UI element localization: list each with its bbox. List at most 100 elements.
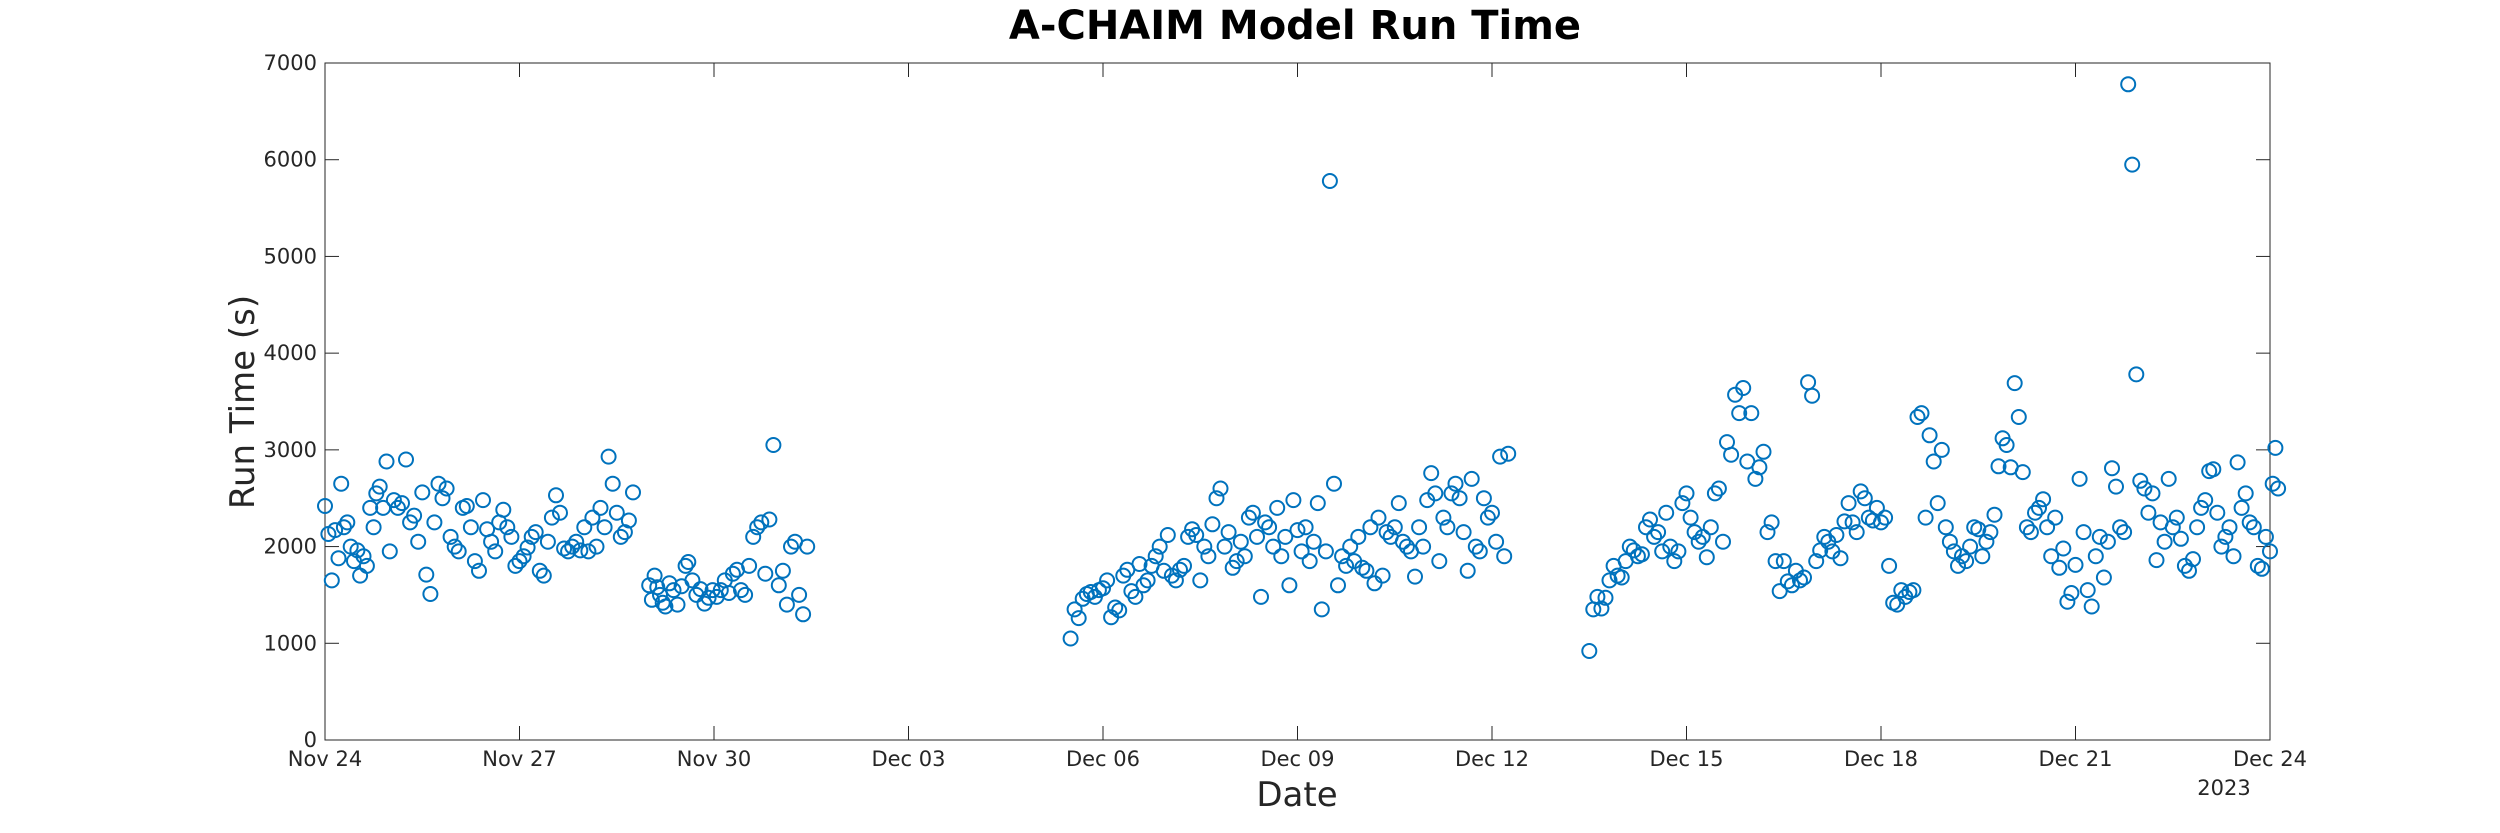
x-axis-label: Date — [1256, 775, 1337, 815]
data-point — [1488, 533, 1505, 550]
data-point — [1496, 548, 1513, 565]
data-point — [1808, 553, 1825, 570]
data-point — [1273, 548, 1290, 565]
data-point — [1447, 475, 1464, 492]
data-point — [1135, 577, 1152, 594]
x-tick-label: Dec 12 — [1455, 747, 1529, 771]
data-point — [584, 509, 601, 526]
data-point — [2168, 509, 2185, 526]
data-point — [1326, 475, 1342, 492]
data-point — [1601, 572, 1618, 589]
data-point — [1755, 443, 1772, 460]
data-point — [612, 528, 629, 545]
data-point — [745, 528, 762, 545]
data-point — [1236, 548, 1253, 565]
data-point — [1929, 495, 1946, 512]
data-point — [1633, 546, 1650, 563]
data-point — [2253, 560, 2270, 577]
data-point — [2124, 156, 2141, 173]
data-point — [2264, 475, 2281, 492]
data-point — [1484, 504, 1500, 521]
data-point — [1905, 582, 1922, 599]
y-tick-label: 2000 — [264, 535, 317, 559]
data-point — [1309, 495, 1326, 512]
data-point — [418, 566, 435, 583]
data-point — [1674, 495, 1691, 512]
data-point — [1228, 553, 1245, 570]
data-point — [654, 594, 671, 611]
x-tick-label: Dec 06 — [1066, 747, 1140, 771]
data-point — [1986, 506, 2003, 523]
data-point — [1240, 509, 1257, 526]
data-point — [2063, 585, 2080, 601]
data-point — [568, 533, 585, 550]
data-point — [1281, 577, 1298, 594]
data-point — [1204, 516, 1221, 533]
data-point — [1107, 599, 1124, 616]
data-point — [1321, 173, 1338, 189]
data-point — [1463, 470, 1480, 487]
data-point — [2136, 480, 2153, 497]
data-point — [515, 548, 532, 565]
data-point — [2022, 524, 2039, 541]
data-point — [1305, 533, 1322, 550]
data-point — [548, 487, 564, 504]
data-point — [1163, 567, 1180, 584]
data-point — [330, 550, 347, 567]
data-point — [362, 499, 379, 516]
data-point — [1167, 572, 1184, 589]
data-point — [1394, 533, 1411, 550]
data-point — [1646, 528, 1663, 545]
data-point — [1289, 522, 1306, 539]
data-point — [1941, 533, 1958, 550]
data-point — [572, 542, 589, 559]
data-point — [1147, 548, 1164, 565]
data-point — [2031, 499, 2047, 516]
data-point — [2067, 556, 2084, 573]
data-point — [761, 511, 778, 528]
data-point — [2237, 485, 2254, 502]
data-point — [1759, 524, 1776, 541]
data-point — [335, 519, 352, 536]
y-axis-label: Run Time (s) — [223, 295, 263, 509]
data-point — [398, 451, 414, 468]
data-point — [770, 577, 787, 594]
data-point — [1277, 528, 1294, 545]
data-point — [1715, 533, 1731, 550]
x-axis-secondary-label: 2023 — [2197, 776, 2250, 800]
data-point — [560, 543, 577, 560]
data-point — [2039, 519, 2056, 536]
data-point — [2055, 540, 2072, 557]
data-point — [1301, 553, 1318, 570]
x-tick-label: Nov 24 — [288, 747, 362, 771]
data-point — [1475, 490, 1492, 507]
data-point — [1670, 543, 1687, 560]
data-point — [2156, 533, 2173, 550]
data-point — [1832, 550, 1849, 567]
y-tick-label: 0 — [304, 728, 317, 752]
data-point — [381, 543, 398, 560]
data-point — [426, 514, 443, 531]
data-point — [385, 492, 402, 509]
data-point — [1390, 495, 1407, 512]
data-point — [741, 557, 758, 574]
data-point — [1159, 527, 1176, 543]
data-point — [1451, 490, 1468, 507]
y-tick-label: 4000 — [264, 341, 317, 365]
plot-frame — [324, 62, 2271, 741]
data-point — [1099, 572, 1116, 589]
data-point — [1702, 519, 1719, 536]
data-point — [592, 499, 609, 516]
data-point — [2027, 504, 2043, 521]
data-point — [1613, 569, 1630, 586]
data-point — [2018, 519, 2035, 536]
data-point — [1816, 528, 1833, 545]
data-point — [737, 586, 754, 603]
data-point — [1151, 538, 1168, 555]
data-point — [2213, 538, 2230, 555]
data-point — [1913, 405, 1930, 422]
data-point — [442, 528, 459, 545]
data-point — [507, 557, 524, 574]
data-point — [2051, 559, 2068, 576]
